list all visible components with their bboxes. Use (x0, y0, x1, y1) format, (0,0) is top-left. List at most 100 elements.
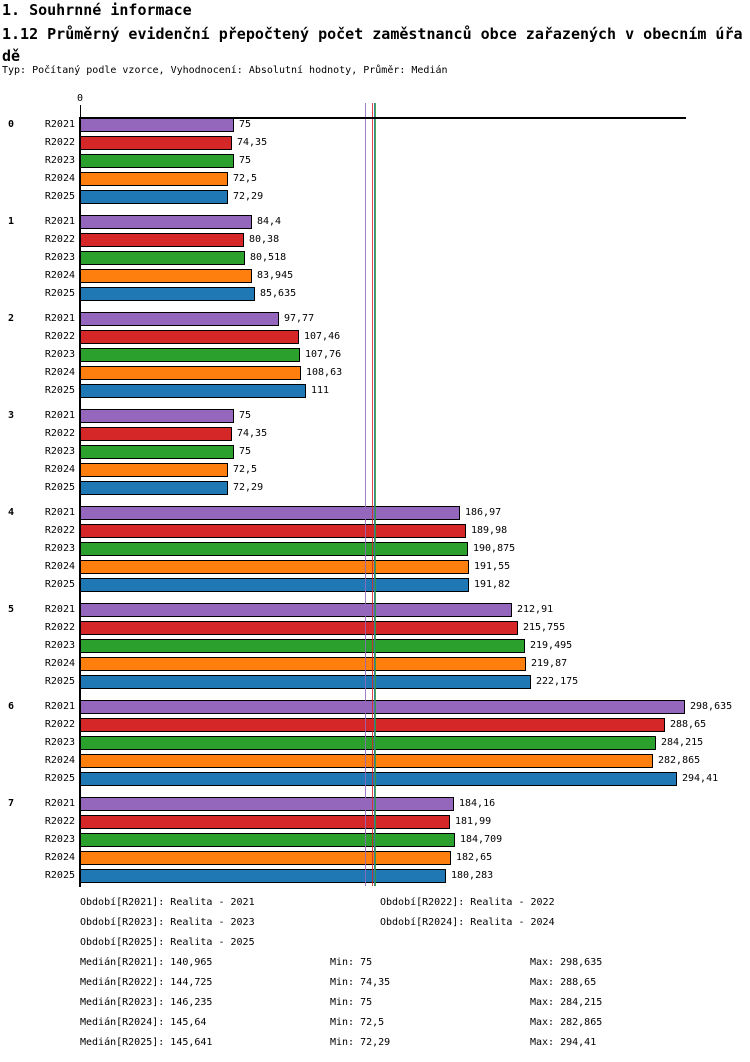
bar-value-R2022-group-3: 74,35 (237, 428, 268, 439)
series-label-R2022-group-0: R2022 (44, 137, 75, 148)
bar-value-R2025-group-0: 72,29 (233, 191, 264, 202)
bar-value-R2023-group-5: 219,495 (530, 640, 573, 651)
bar-R2023-group-1 (80, 251, 245, 265)
footer-obdobi-r1-c1: Období[R2024]: Realita - 2024 (380, 917, 555, 928)
series-label-R2021-group-4: R2021 (44, 507, 75, 518)
group-label-4: 4 (8, 507, 15, 518)
bar-R2023-group-6 (80, 736, 656, 750)
bar-R2024-group-4 (80, 560, 469, 574)
series-label-R2024-group-5: R2024 (44, 658, 75, 669)
bar-R2021-group-7 (80, 797, 454, 811)
bar-value-R2025-group-1: 85,635 (260, 288, 297, 299)
bar-R2024-group-3 (80, 463, 228, 477)
series-label-R2024-group-1: R2024 (44, 270, 75, 281)
bar-value-R2025-group-5: 222,175 (536, 676, 579, 687)
bar-value-R2021-group-0: 75 (239, 119, 252, 130)
bar-R2022-group-4 (80, 524, 466, 538)
bar-R2023-group-0 (80, 154, 234, 168)
series-label-R2023-group-3: R2023 (44, 446, 75, 457)
bar-R2025-group-4 (80, 578, 469, 592)
series-label-R2022-group-1: R2022 (44, 234, 75, 245)
series-label-R2024-group-4: R2024 (44, 561, 75, 572)
footer-stats-r1-c1: Min: 74,35 (330, 977, 391, 988)
bar-value-R2023-group-2: 107,76 (305, 349, 342, 360)
bar-R2025-group-5 (80, 675, 531, 689)
bar-R2021-group-2 (80, 312, 279, 326)
median-line-R2025 (374, 103, 375, 886)
series-label-R2022-group-6: R2022 (44, 719, 75, 730)
group-label-2: 2 (8, 313, 15, 324)
bar-value-R2025-group-2: 111 (311, 385, 330, 396)
bar-R2025-group-0 (80, 190, 228, 204)
footer-obdobi-r1-c0: Období[R2023]: Realita - 2023 (80, 917, 255, 928)
footer-stats-r0-c1: Min: 75 (330, 957, 373, 968)
series-label-R2021-group-7: R2021 (44, 798, 75, 809)
bar-R2021-group-6 (80, 700, 685, 714)
bar-value-R2023-group-4: 190,875 (473, 543, 516, 554)
bar-R2022-group-7 (80, 815, 450, 829)
series-label-R2021-group-3: R2021 (44, 410, 75, 421)
bar-value-R2025-group-3: 72,29 (233, 482, 264, 493)
series-label-R2023-group-4: R2023 (44, 543, 75, 554)
y-axis-line (79, 117, 81, 887)
series-label-R2024-group-6: R2024 (44, 755, 75, 766)
bar-value-R2023-group-0: 75 (239, 155, 252, 166)
median-line-R2022 (372, 103, 373, 886)
bar-value-R2024-group-3: 72,5 (233, 464, 258, 475)
footer-stats-r4-c2: Max: 294,41 (530, 1037, 597, 1048)
series-label-R2024-group-0: R2024 (44, 173, 75, 184)
bar-R2021-group-0 (80, 118, 234, 132)
bar-R2023-group-3 (80, 445, 234, 459)
footer-stats-r3-c0: Medián[R2024]: 145,64 (80, 1017, 207, 1028)
footer-obdobi-r2-c0: Období[R2025]: Realita - 2025 (80, 937, 255, 948)
footer-stats-r2-c1: Min: 75 (330, 997, 373, 1008)
bar-R2021-group-3 (80, 409, 234, 423)
footer-stats-r4-c1: Min: 72,29 (330, 1037, 391, 1048)
series-label-R2022-group-7: R2022 (44, 816, 75, 827)
bar-R2024-group-0 (80, 172, 228, 186)
bar-R2023-group-7 (80, 833, 455, 847)
bar-value-R2024-group-4: 191,55 (474, 561, 511, 572)
bar-value-R2022-group-4: 189,98 (471, 525, 508, 536)
bar-R2024-group-1 (80, 269, 252, 283)
series-label-R2023-group-6: R2023 (44, 737, 75, 748)
bar-value-R2025-group-4: 191,82 (474, 579, 511, 590)
bar-value-R2021-group-5: 212,91 (517, 604, 554, 615)
group-label-0: 0 (8, 119, 15, 130)
series-label-R2021-group-6: R2021 (44, 701, 75, 712)
bar-R2025-group-1 (80, 287, 255, 301)
bar-value-R2022-group-0: 74,35 (237, 137, 268, 148)
series-label-R2023-group-5: R2023 (44, 640, 75, 651)
bar-R2021-group-4 (80, 506, 460, 520)
median-line-R2021 (365, 103, 366, 886)
bar-value-R2022-group-5: 215,755 (523, 622, 566, 633)
bar-R2024-group-6 (80, 754, 653, 768)
bar-R2025-group-7 (80, 869, 446, 883)
bar-R2021-group-5 (80, 603, 512, 617)
bar-value-R2021-group-4: 186,97 (465, 507, 502, 518)
footer-stats-r4-c0: Medián[R2025]: 145,641 (80, 1037, 213, 1048)
group-label-1: 1 (8, 216, 15, 227)
bar-value-R2024-group-7: 182,65 (456, 852, 493, 863)
bar-value-R2022-group-1: 80,38 (249, 234, 280, 245)
series-label-R2022-group-3: R2022 (44, 428, 75, 439)
bar-R2023-group-4 (80, 542, 468, 556)
series-label-R2025-group-0: R2025 (44, 191, 75, 202)
series-label-R2024-group-3: R2024 (44, 464, 75, 475)
bar-R2022-group-5 (80, 621, 518, 635)
series-label-R2022-group-2: R2022 (44, 331, 75, 342)
bar-R2021-group-1 (80, 215, 252, 229)
group-label-5: 5 (8, 604, 15, 615)
bar-value-R2022-group-2: 107,46 (304, 331, 341, 342)
footer-stats-r1-c0: Medián[R2022]: 144,725 (80, 977, 213, 988)
series-label-R2022-group-5: R2022 (44, 622, 75, 633)
bar-value-R2023-group-1: 80,518 (250, 252, 287, 263)
series-label-R2021-group-1: R2021 (44, 216, 75, 227)
bar-R2025-group-2 (80, 384, 306, 398)
bar-R2025-group-3 (80, 481, 228, 495)
chart-title: 1.12 Průměrný evidenční přepočtený počet… (2, 25, 743, 65)
series-label-R2025-group-5: R2025 (44, 676, 75, 687)
footer-obdobi-r0-c1: Období[R2022]: Realita - 2022 (380, 897, 555, 908)
bar-value-R2024-group-6: 282,865 (658, 755, 701, 766)
